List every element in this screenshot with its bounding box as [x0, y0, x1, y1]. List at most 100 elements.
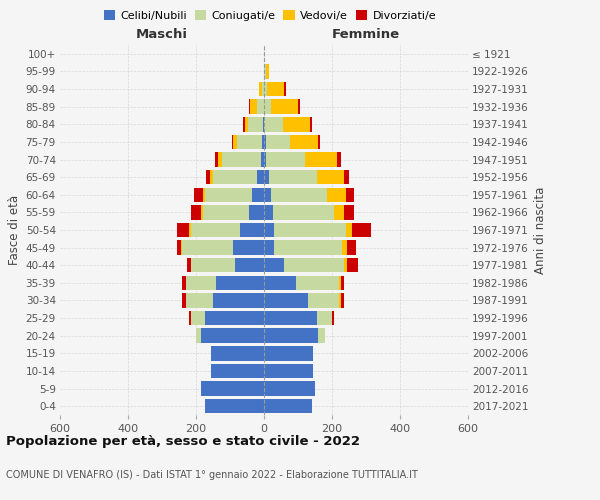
Text: Femmine: Femmine [332, 28, 400, 42]
Bar [178, 223, 189, 237]
Bar [264, 117, 283, 132]
Bar [259, 82, 262, 96]
Bar [191, 205, 201, 220]
Bar [182, 240, 233, 255]
Bar [266, 134, 290, 149]
Bar [206, 170, 209, 184]
Bar [182, 294, 186, 308]
Bar [283, 117, 310, 132]
Bar [334, 205, 344, 220]
Bar [266, 64, 269, 78]
Bar [249, 100, 250, 114]
Bar [215, 152, 218, 166]
Bar [344, 170, 349, 184]
Bar [271, 188, 327, 202]
Bar [264, 170, 269, 184]
Bar [232, 134, 233, 149]
Bar [191, 223, 240, 237]
Bar [284, 258, 344, 272]
Bar [347, 258, 358, 272]
Y-axis label: Anni di nascita: Anni di nascita [535, 186, 547, 274]
Bar [319, 328, 325, 343]
Bar [264, 205, 272, 220]
Bar [263, 117, 264, 132]
Bar [305, 152, 337, 166]
Bar [264, 311, 317, 326]
Bar [187, 258, 191, 272]
Bar [290, 134, 319, 149]
Bar [211, 346, 264, 360]
Bar [344, 258, 347, 272]
Bar [342, 240, 347, 255]
Bar [264, 346, 313, 360]
Bar [296, 276, 339, 290]
Bar [186, 276, 217, 290]
Bar [264, 382, 315, 396]
Bar [203, 188, 205, 202]
Bar [201, 328, 264, 343]
Bar [308, 294, 339, 308]
Bar [339, 294, 341, 308]
Bar [186, 294, 213, 308]
Bar [205, 188, 252, 202]
Bar [213, 170, 257, 184]
Bar [221, 152, 260, 166]
Bar [205, 399, 264, 413]
Bar [264, 240, 274, 255]
Bar [233, 134, 237, 149]
Bar [182, 276, 186, 290]
Text: Popolazione per età, sesso e stato civile - 2022: Popolazione per età, sesso e stato civil… [6, 435, 360, 448]
Bar [337, 152, 341, 166]
Bar [240, 223, 264, 237]
Bar [196, 328, 201, 343]
Bar [237, 134, 262, 149]
Bar [264, 276, 296, 290]
Bar [264, 100, 271, 114]
Bar [178, 240, 181, 255]
Bar [217, 276, 264, 290]
Bar [235, 258, 264, 272]
Bar [245, 117, 248, 132]
Bar [346, 188, 354, 202]
Bar [332, 311, 334, 326]
Bar [243, 117, 245, 132]
Bar [268, 82, 284, 96]
Bar [209, 170, 213, 184]
Bar [264, 223, 274, 237]
Bar [298, 100, 300, 114]
Bar [341, 276, 344, 290]
Bar [269, 170, 317, 184]
Bar [257, 100, 264, 114]
Bar [264, 364, 313, 378]
Bar [189, 223, 191, 237]
Bar [264, 399, 311, 413]
Bar [317, 170, 344, 184]
Bar [249, 205, 264, 220]
Bar [344, 205, 354, 220]
Bar [271, 100, 298, 114]
Bar [310, 117, 311, 132]
Bar [317, 311, 332, 326]
Bar [194, 188, 203, 202]
Bar [274, 240, 342, 255]
Bar [264, 64, 266, 78]
Bar [264, 258, 284, 272]
Bar [352, 223, 371, 237]
Bar [327, 188, 346, 202]
Bar [205, 311, 264, 326]
Bar [272, 205, 334, 220]
Bar [248, 117, 263, 132]
Bar [346, 223, 352, 237]
Bar [191, 311, 205, 326]
Bar [264, 328, 319, 343]
Bar [264, 134, 266, 149]
Bar [181, 240, 182, 255]
Bar [252, 188, 264, 202]
Bar [284, 82, 286, 96]
Bar [264, 82, 268, 96]
Bar [319, 134, 320, 149]
Bar [250, 100, 257, 114]
Text: Maschi: Maschi [136, 28, 188, 42]
Bar [264, 294, 308, 308]
Bar [262, 134, 264, 149]
